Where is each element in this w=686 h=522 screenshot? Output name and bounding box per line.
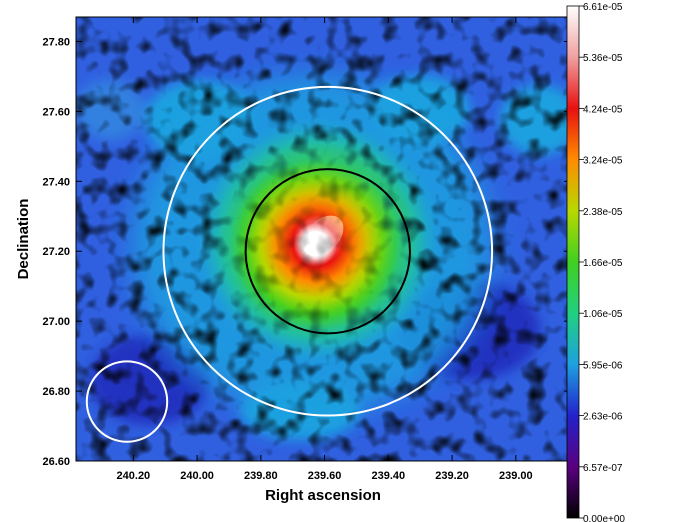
x-tick-label: 239.20 — [435, 470, 469, 482]
outer-circle — [162, 85, 494, 417]
y-axis-title: Declination — [15, 199, 32, 280]
region-circles — [85, 85, 494, 443]
inner-circle — [244, 168, 411, 335]
colorbar-label: 3.24e-05 — [583, 156, 623, 167]
colorbar-label: 1.66e-05 — [583, 258, 623, 269]
x-tick-label: 240.20 — [117, 470, 151, 482]
y-tick-label: 27.60 — [42, 106, 70, 118]
y-tick-label: 27.20 — [42, 246, 70, 258]
colorbar-label: 5.95e-06 — [583, 360, 623, 371]
colorbar-label: 6.57e-07 — [583, 463, 623, 474]
x-axis-title: Right ascension — [265, 487, 381, 504]
colorbar-labels: 0.00e+00 6.57e-07 2.63e-06 5.95e-06 1.06e-05… — [579, 2, 625, 522]
y-tick-label: 26.80 — [42, 386, 70, 398]
colorbar-label: 0.00e+00 — [583, 514, 625, 522]
colorbar-label: 5.36e-05 — [583, 53, 623, 64]
y-tick-label: 27.40 — [42, 176, 70, 188]
x-tick-label: 239.80 — [244, 470, 278, 482]
y-tick-label: 27.00 — [42, 316, 70, 328]
small-circle — [85, 360, 169, 443]
colorbar-label: 6.61e-05 — [583, 2, 623, 13]
emission-center-mask — [205, 135, 425, 355]
y-tick-label: 27.80 — [42, 36, 70, 48]
colorbar-bar — [566, 5, 580, 519]
x-axis: 240.20 240.00 239.80 239.60 239.40 239.20 239.… — [117, 17, 533, 482]
colorbar-label: 2.38e-05 — [583, 207, 623, 218]
x-tick-label: 239.00 — [499, 470, 533, 482]
colorbar-label: 1.06e-05 — [583, 309, 623, 320]
x-tick-label: 239.60 — [308, 470, 342, 482]
y-tick-label: 26.60 — [42, 456, 70, 468]
colorbar-label: 4.24e-05 — [583, 104, 623, 115]
heatmap-image — [76, 17, 570, 461]
x-tick-label: 239.40 — [372, 470, 406, 482]
colorbar-label: 2.63e-06 — [583, 412, 623, 423]
y-axis: 26.60 26.80 27.00 27.20 27.40 27.60 27.80 — [42, 36, 570, 468]
x-tick-label: 240.00 — [180, 470, 214, 482]
